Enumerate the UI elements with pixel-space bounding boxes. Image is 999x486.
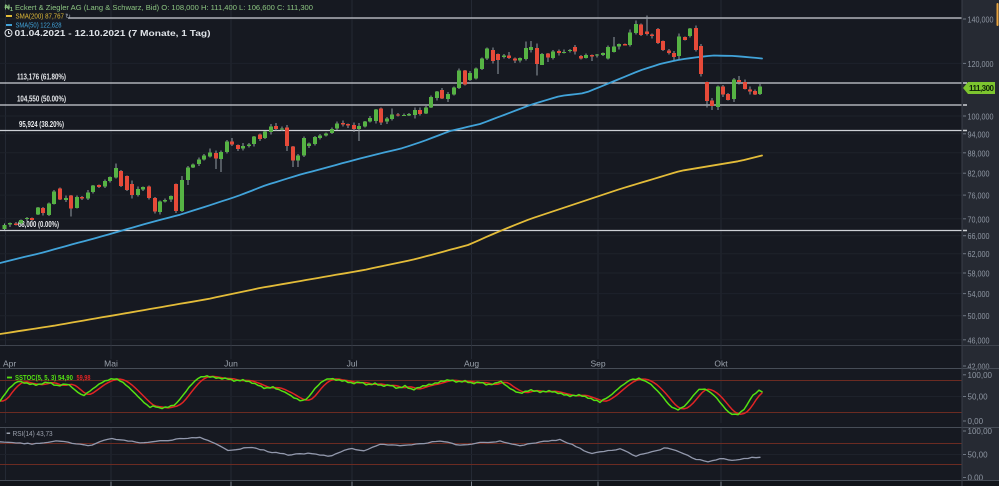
svg-text:70,000: 70,000 bbox=[968, 215, 990, 224]
svg-text:54,000: 54,000 bbox=[968, 290, 990, 299]
svg-text:Jun: Jun bbox=[224, 359, 238, 369]
svg-text:Eckert & Ziegler AG (Lang & Sc: Eckert & Ziegler AG (Lang & Schwarz, Bid… bbox=[15, 3, 313, 12]
svg-text:Jul: Jul bbox=[347, 359, 358, 369]
svg-text:Apr: Apr bbox=[3, 359, 16, 369]
svg-text:120,000: 120,000 bbox=[968, 60, 994, 69]
svg-text:SMA(200) 87,767: SMA(200) 87,767 bbox=[16, 12, 65, 21]
svg-text:46,000: 46,000 bbox=[968, 336, 990, 345]
svg-text:59,98: 59,98 bbox=[77, 373, 91, 382]
svg-text:₦1: ₦1 bbox=[5, 3, 13, 14]
svg-text:62,000: 62,000 bbox=[968, 250, 990, 259]
svg-text:01.04.2021 - 12.10.2021 (7 M: 01.04.2021 - 12.10.2021 (7 Monate, 1 Tag… bbox=[15, 29, 211, 38]
svg-text:100,00: 100,00 bbox=[968, 371, 993, 380]
svg-text:140,000: 140,000 bbox=[968, 16, 994, 25]
svg-text:Mai: Mai bbox=[104, 359, 118, 369]
svg-text:88,000: 88,000 bbox=[968, 149, 990, 158]
svg-text:50,00: 50,00 bbox=[968, 393, 989, 402]
svg-text:100,00: 100,00 bbox=[968, 427, 993, 436]
svg-text:SSTOC(5, 5, 3) 54,90: SSTOC(5, 5, 3) 54,90 bbox=[15, 373, 73, 382]
svg-text:111,300: 111,300 bbox=[969, 84, 995, 93]
svg-text:113,176 (61.80%): 113,176 (61.80%) bbox=[17, 72, 66, 82]
svg-text:76,000: 76,000 bbox=[968, 192, 990, 201]
svg-text:95,924 (38.20%): 95,924 (38.20%) bbox=[19, 119, 64, 129]
svg-text:94,000: 94,000 bbox=[968, 130, 990, 139]
svg-text:↻: ↻ bbox=[65, 14, 71, 21]
svg-text:58,000: 58,000 bbox=[968, 270, 990, 279]
svg-text:0,00: 0,00 bbox=[968, 474, 984, 483]
svg-text:RSI(14) 43,73: RSI(14) 43,73 bbox=[13, 429, 53, 438]
svg-text:Sep: Sep bbox=[590, 359, 605, 369]
svg-text:104,550 (50.00%): 104,550 (50.00%) bbox=[17, 94, 66, 104]
svg-text:42,000: 42,000 bbox=[968, 363, 990, 372]
svg-text:Okt: Okt bbox=[714, 359, 728, 369]
svg-text:66,000: 66,000 bbox=[968, 232, 990, 241]
svg-text:68,000 (0.00%): 68,000 (0.00%) bbox=[18, 219, 59, 229]
svg-text:82,000: 82,000 bbox=[968, 170, 990, 179]
svg-text:SMA(50) 122,628: SMA(50) 122,628 bbox=[16, 21, 62, 30]
svg-text:Aug: Aug bbox=[464, 359, 479, 369]
svg-text:50,000: 50,000 bbox=[968, 312, 990, 321]
svg-text:50,00: 50,00 bbox=[968, 451, 989, 460]
svg-text:100,000: 100,000 bbox=[968, 113, 994, 122]
svg-text:0,00: 0,00 bbox=[968, 417, 984, 426]
